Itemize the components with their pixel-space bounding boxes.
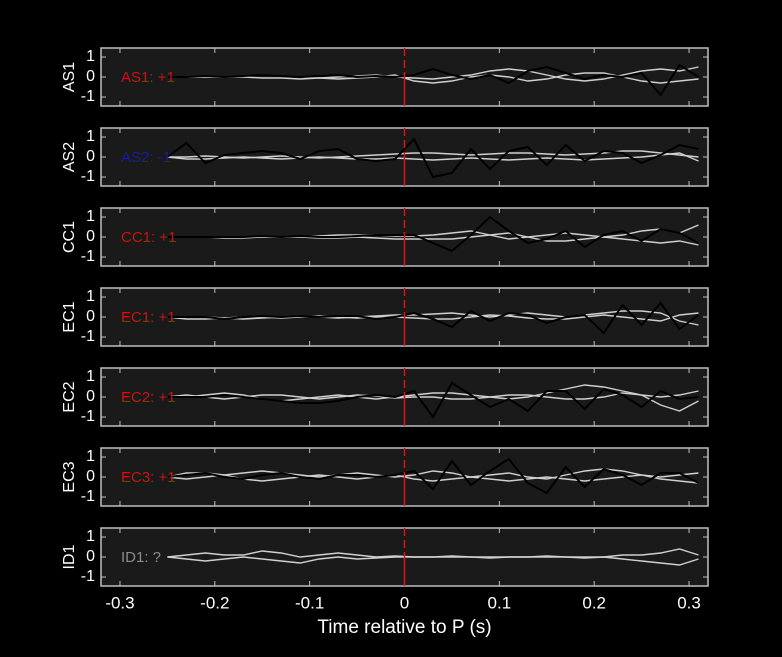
y-axis-label: EC3: [61, 461, 78, 492]
x-tick-label: -0.2: [200, 593, 229, 612]
y-tick-label: 0: [86, 308, 95, 325]
y-tick-label: 0: [86, 548, 95, 565]
x-tick-label: 0: [400, 593, 409, 612]
trace: [167, 392, 699, 412]
annotation: AS1: +1: [121, 69, 175, 86]
trace: [167, 555, 699, 566]
trace: [167, 310, 699, 326]
trace: [167, 63, 700, 97]
x-tick-label: -0.3: [105, 593, 134, 612]
annotation: EC2: +1: [121, 389, 176, 406]
y-tick-label: 0: [86, 388, 95, 405]
y-tick-label: -1: [81, 168, 95, 185]
annotation: ID1: ?: [121, 549, 161, 566]
x-tick-label: -0.1: [295, 593, 324, 612]
x-tick-label: 0.3: [677, 593, 701, 612]
y-tick-label: 0: [86, 228, 95, 245]
trace: [167, 474, 699, 484]
y-tick-label: 1: [86, 128, 95, 145]
trace: [167, 215, 699, 253]
trace: [167, 152, 699, 162]
trace: [167, 468, 699, 480]
y-axis-label: EC1: [61, 301, 78, 332]
y-axis-label: EC2: [61, 381, 78, 412]
y-axis-label: CC1: [61, 221, 78, 253]
y-axis-label: AS2: [61, 142, 78, 172]
y-tick-label: 1: [86, 288, 95, 305]
y-tick-label: 1: [86, 368, 95, 385]
y-tick-label: -1: [81, 88, 95, 105]
y-tick-label: -1: [81, 328, 95, 345]
y-tick-label: -1: [81, 408, 95, 425]
y-axis-label: AS1: [61, 62, 78, 92]
y-axis-label: ID1: [61, 544, 78, 569]
x-axis-label: Time relative to P (s): [317, 617, 491, 638]
trace: [166, 137, 699, 179]
y-tick-label: -1: [81, 488, 95, 505]
y-tick-label: 1: [86, 208, 95, 225]
y-tick-label: 1: [86, 528, 95, 545]
y-tick-label: 0: [86, 68, 95, 85]
annotation: EC1: +1: [121, 309, 176, 326]
y-tick-label: 1: [86, 448, 95, 465]
annotation: CC1: +1: [121, 229, 176, 246]
y-tick-label: -1: [81, 248, 95, 265]
x-tick-label: 0.1: [488, 593, 512, 612]
y-tick-label: 1: [86, 48, 95, 65]
y-tick-label: 0: [86, 148, 95, 165]
y-tick-label: 0: [86, 468, 95, 485]
annotation: AS2: -1: [121, 149, 171, 166]
x-tick-label: 0.2: [582, 593, 606, 612]
annotation: EC3: +1: [121, 469, 176, 486]
trace: [167, 381, 699, 419]
trace: [167, 66, 699, 82]
y-tick-label: -1: [81, 568, 95, 585]
trace: [167, 301, 700, 335]
trace: [167, 457, 699, 495]
